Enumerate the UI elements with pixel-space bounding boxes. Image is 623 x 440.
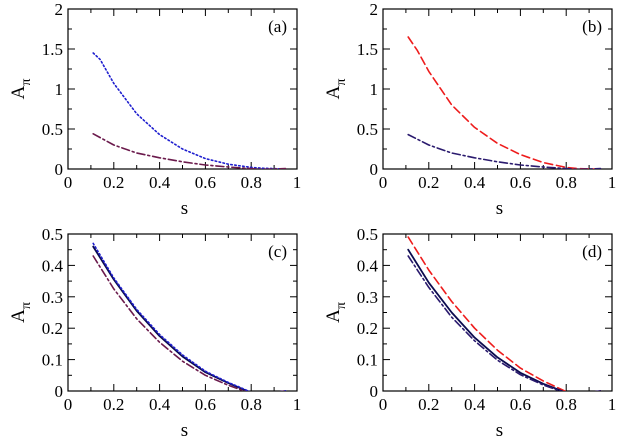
plot-frame [67,8,298,170]
series-group [407,36,602,169]
y-axis-label: Aπ [8,79,34,100]
y-tick-label: 0.5 [357,225,378,244]
series-line-dashdot [92,255,287,391]
x-tick-label: 1 [608,173,617,192]
series-line-dashdot [407,255,602,391]
x-tick-label: 1 [293,395,302,414]
x-tick-label: 1 [608,395,617,414]
series-line-dashed [407,36,602,169]
x-tick-label: 0 [379,173,388,192]
series-line-dotted [92,52,287,169]
x-tick-label: 0.2 [103,173,124,192]
x-axis-label: s [181,198,188,219]
panel-tag: (a) [268,17,287,36]
x-axis-label: s [181,420,188,440]
y-axis-label: Aπ [323,79,349,100]
y-tick-label: 0.3 [42,288,63,307]
y-axis-label-main: A [323,85,344,99]
y-tick-label: 0.4 [42,256,64,275]
y-axis-label-subscript: π [19,79,34,86]
x-axis-label: s [496,420,503,440]
panel-tag: (c) [268,242,287,261]
x-tick-label: 0.8 [241,395,262,414]
y-tick-label: 1 [370,80,379,99]
series-group [407,236,602,391]
y-tick-label: 1.5 [42,40,63,59]
chart-panel: 0 0.2 0.4 0.6 0.8 1 0 0.5 1 1.5 2 s Aπ (b) [323,0,616,219]
x-tick-label: 0.4 [464,173,486,192]
x-tick-label: 0.6 [195,395,216,414]
y-tick-label: 1 [55,80,64,99]
y-tick-label: 0 [55,382,64,401]
y-axis-label-main: A [323,309,344,323]
y-tick-label: 0 [370,382,379,401]
y-tick-label: 2 [55,0,64,19]
x-tick-label: 0 [379,395,388,414]
panel-tag: (d) [582,242,602,261]
plot-frame [382,233,613,392]
x-tick-label: 0.8 [556,173,577,192]
x-tick-label: 1 [293,173,302,192]
panel-tag: (b) [582,17,602,36]
y-tick-label: 0.1 [42,351,63,370]
y-tick-label: 0 [370,160,379,179]
x-tick-label: 0.6 [510,173,531,192]
series-line-solid [407,248,602,391]
y-tick-label: 0.3 [357,288,378,307]
y-tick-label: 1.5 [357,40,378,59]
x-axis-label: s [496,198,503,219]
chart-panel: 0 0.2 0.4 0.6 0.8 1 0 0.1 0.2 0.3 0.4 0.5 s Aπ (d) [323,225,616,440]
x-tick-label: 0.4 [149,395,171,414]
series-line-solid [92,245,287,391]
chart-panel: 0 0.2 0.4 0.6 0.8 1 0 0.5 1 1.5 2 s Aπ (a) [8,0,301,219]
y-tick-label: 0.4 [357,256,379,275]
series-group [92,242,287,391]
y-tick-label: 0.2 [357,319,378,338]
y-axis-label-subscript: π [334,302,349,309]
plot-frame [382,8,613,170]
series-line-dashdot [92,133,287,169]
y-axis-label-main: A [8,309,29,323]
chart-panel: 0 0.2 0.4 0.6 0.8 1 0 0.1 0.2 0.3 0.4 0.5 s Aπ (c) [8,225,301,440]
x-tick-label: 0.6 [510,395,531,414]
y-tick-label: 2 [370,0,379,19]
y-tick-label: 0.2 [42,319,63,338]
series-line-dashed [407,236,602,391]
y-axis-label-main: A [8,85,29,99]
y-tick-label: 0.5 [42,225,63,244]
x-tick-label: 0.8 [241,173,262,192]
y-tick-label: 0 [55,160,64,179]
series-line-dotted [92,242,287,391]
x-tick-label: 0 [64,173,73,192]
x-tick-label: 0.4 [464,395,486,414]
x-tick-label: 0.4 [149,173,171,192]
y-tick-label: 0.1 [357,351,378,370]
series-line-dashdot [407,133,602,169]
y-axis-label: Aπ [323,302,349,323]
series-group [92,52,287,169]
y-axis-label-subscript: π [19,302,34,309]
y-tick-label: 0.5 [357,120,378,139]
x-tick-label: 0.2 [418,395,439,414]
x-tick-label: 0.2 [418,173,439,192]
y-tick-label: 0.5 [42,120,63,139]
y-axis-label: Aπ [8,302,34,323]
x-tick-label: 0 [64,395,73,414]
x-tick-label: 0.8 [556,395,577,414]
x-tick-label: 0.2 [103,395,124,414]
x-tick-label: 0.6 [195,173,216,192]
y-axis-label-subscript: π [334,79,349,86]
